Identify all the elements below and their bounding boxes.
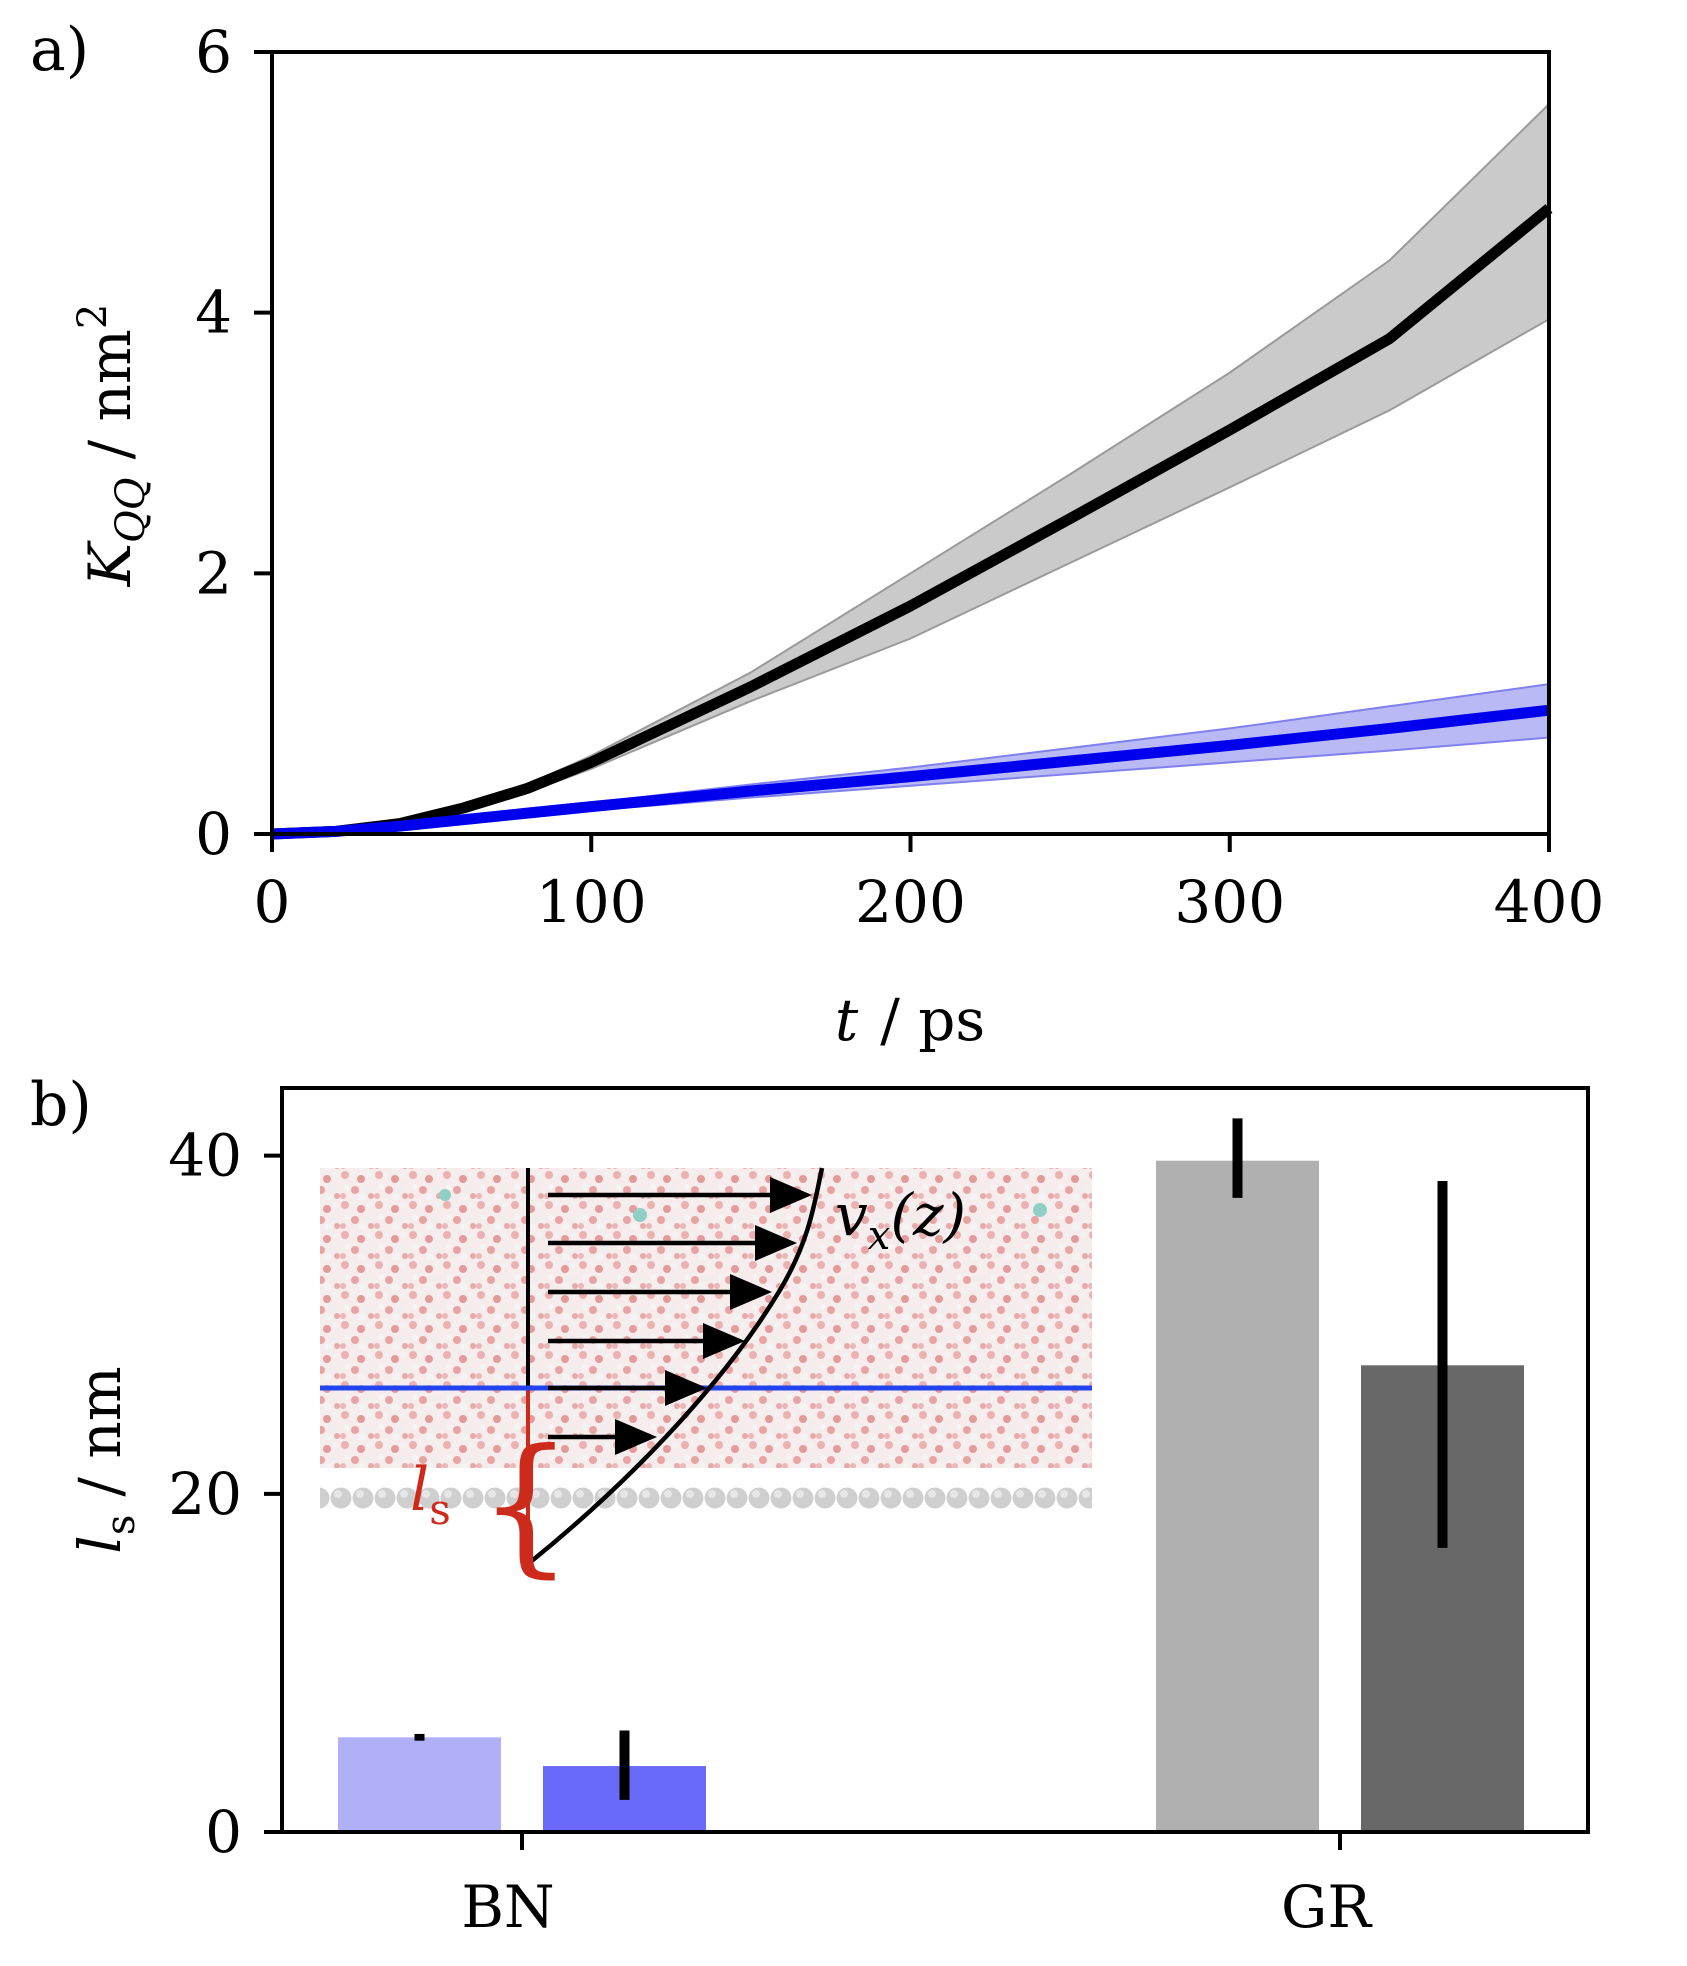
velocity-arrows	[548, 1177, 812, 1455]
confidence-bands	[271, 103, 1550, 835]
panel-b-bar-chart: b)	[30, 1070, 1590, 1941]
x-tick-label: 400	[1494, 868, 1605, 936]
ion	[1033, 1203, 1047, 1217]
y-tick-label: 0	[205, 1798, 242, 1866]
y-tick-label: 2	[195, 539, 232, 607]
slip-length-label: ls	[410, 1455, 451, 1534]
bar-bn-1	[338, 1737, 501, 1832]
x-axis-label: t / ps	[835, 986, 985, 1054]
x-tick-label: 100	[536, 868, 647, 936]
x-axis-ticks: 0 100 200 300 400	[254, 834, 1605, 936]
series-line-bn	[271, 704, 1550, 840]
bar-gr-1	[1156, 1160, 1319, 1832]
ion	[439, 1189, 451, 1201]
wall-atoms	[320, 1482, 1092, 1512]
velocity-label: vx(z)	[835, 1181, 966, 1259]
y-tick-label: 4	[195, 279, 232, 347]
y-axis-label: ls/ nm	[66, 1366, 144, 1553]
y-tick-label: 6	[195, 18, 232, 86]
slip-brace: {	[478, 1418, 573, 1592]
y-tick-label: 0	[195, 800, 232, 868]
y-axis-ticks: 0 2 4 6	[195, 18, 272, 868]
y-tick-label: 20	[168, 1460, 242, 1528]
series-lines	[271, 204, 1553, 840]
x-axis-ticks: BN GR	[461, 1832, 1373, 1941]
ion	[633, 1208, 647, 1222]
x-tick-label: 200	[855, 868, 966, 936]
plot-frame	[280, 1086, 1590, 1834]
y-axis-label: KQQ/ nm2	[70, 304, 154, 588]
water-molecules	[320, 1168, 1092, 1468]
y-axis-ticks: 0 20 40	[168, 1122, 282, 1866]
bars	[338, 1160, 1524, 1832]
panel-a-label: a)	[30, 15, 89, 85]
slip-length-inset: vx(z) { ls	[320, 1167, 1092, 1592]
panel-b-label: b)	[30, 1070, 92, 1140]
x-tick-label: GR	[1281, 1873, 1373, 1941]
y-tick-label: 40	[168, 1122, 242, 1190]
x-tick-label: BN	[461, 1873, 554, 1941]
panel-a-line-chart: a) 0 100 200 300 400 0 2 4 6 t / ps KQQ/ nm2	[30, 15, 1604, 1054]
velocity-profile-curve	[526, 1167, 825, 1566]
x-tick-label: 0	[254, 868, 291, 936]
x-tick-label: 300	[1174, 868, 1285, 936]
error-bars	[414, 1118, 1448, 1800]
